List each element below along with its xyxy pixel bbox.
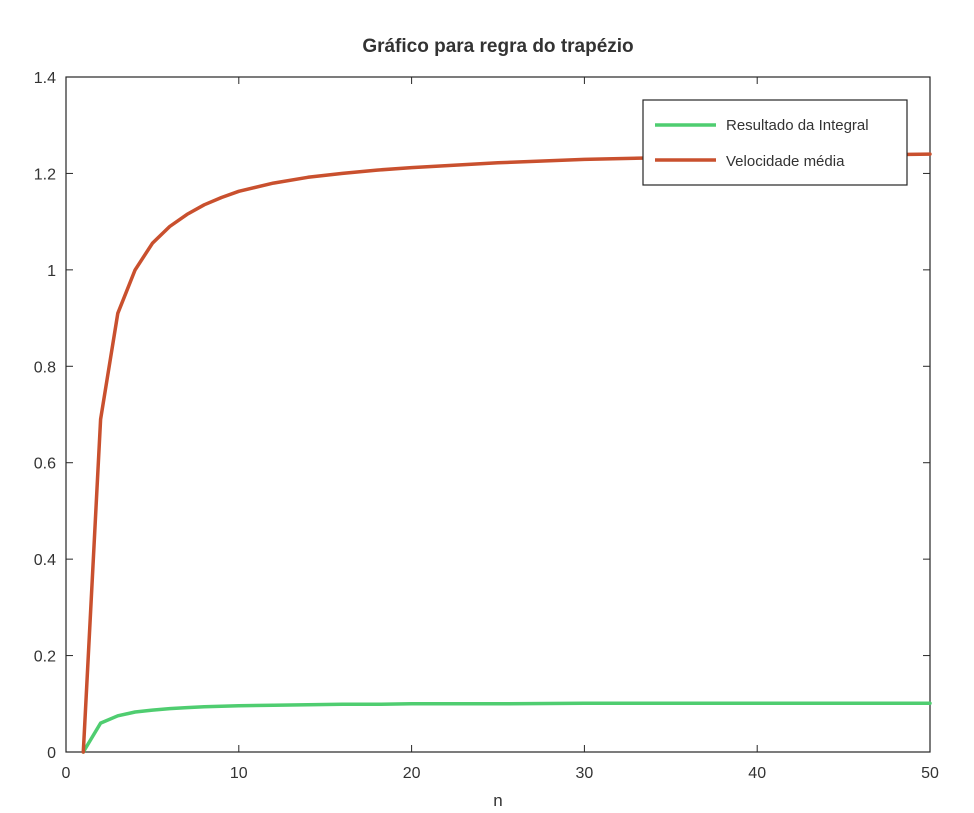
y-tick-label: 0 bbox=[47, 745, 56, 762]
x-axis-label: n bbox=[493, 791, 502, 810]
legend: Resultado da Integral Velocidade média bbox=[642, 99, 908, 186]
x-tick-label: 40 bbox=[748, 765, 766, 782]
x-tick-label: 20 bbox=[403, 765, 421, 782]
x-tick-label: 10 bbox=[230, 765, 248, 782]
x-tick-label: 0 bbox=[62, 765, 71, 782]
y-tick-label: 1.4 bbox=[34, 70, 56, 87]
series-line-velocidade bbox=[81, 152, 932, 754]
legend-label-velocidade: Velocidade média bbox=[726, 153, 845, 170]
y-tick-label: 1.2 bbox=[34, 166, 56, 183]
chart-title: Gráfico para regra do trapézio bbox=[362, 36, 633, 57]
series-line-integral bbox=[81, 701, 932, 754]
y-tick-label: 0.8 bbox=[34, 359, 56, 376]
plot-area bbox=[65, 76, 931, 753]
x-tick-label: 30 bbox=[576, 765, 594, 782]
x-tick-label: 50 bbox=[921, 765, 939, 782]
y-tick-label: 0.6 bbox=[34, 456, 56, 473]
y-tick-label: 0.2 bbox=[34, 649, 56, 666]
legend-box bbox=[642, 99, 908, 186]
y-tick-label: 0.4 bbox=[34, 552, 56, 569]
axis-ticks: 0 10 20 30 40 50 0 0.2 0.4 0.6 0.8 1 1.2 1.4 bbox=[34, 70, 939, 782]
y-tick-label: 1 bbox=[47, 263, 56, 280]
legend-label-integral: Resultado da Integral bbox=[726, 117, 869, 134]
series-lines bbox=[81, 152, 932, 754]
